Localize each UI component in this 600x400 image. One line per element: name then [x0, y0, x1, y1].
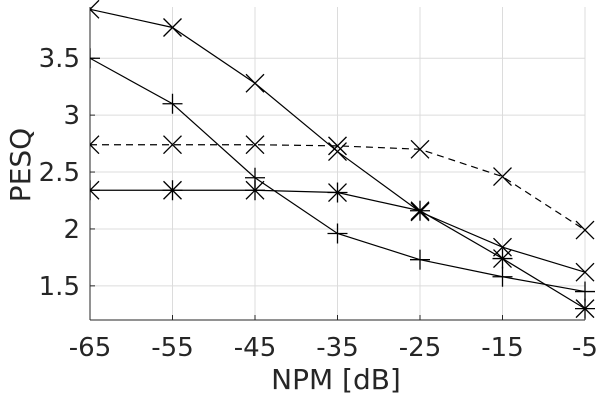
x-tick-label: -55	[151, 333, 193, 363]
x-tick-label: -35	[316, 333, 358, 363]
marker-stroke	[90, 180, 100, 192]
series-2-point	[90, 48, 100, 69]
marker-stroke	[163, 18, 182, 37]
series-4-point	[90, 180, 100, 201]
series-3-point	[328, 136, 347, 156]
y-tick-label: 2	[63, 215, 80, 245]
series-4-point	[162, 180, 183, 201]
y-tick-label: 3.5	[39, 44, 80, 74]
marker-stroke	[328, 136, 347, 156]
y-tick-label: 2.5	[39, 158, 80, 188]
marker-stroke	[575, 262, 595, 282]
series-4-point	[327, 182, 348, 203]
series-3-point	[163, 135, 182, 155]
series-2-point	[575, 281, 595, 302]
marker-stroke	[90, 189, 100, 200]
series-1-point	[163, 18, 182, 37]
series-3-point	[90, 135, 100, 155]
series-2-point	[492, 266, 513, 287]
series-1-point	[90, 0, 100, 19]
series-1-point	[575, 262, 595, 282]
series-3-point	[410, 139, 430, 159]
series-3	[90, 135, 595, 240]
marker-stroke	[90, 143, 100, 155]
y-axis-label: PESQ	[4, 128, 37, 202]
grid-layer	[89, 7, 586, 320]
marker-stroke	[245, 135, 265, 155]
series-4	[90, 180, 595, 319]
marker-stroke	[575, 220, 595, 240]
tick-label-layer: -65 -55 -45 -35 -25 -15 -5 1.5 2 2.5 3 3.5	[39, 44, 598, 363]
series-2-point	[162, 93, 183, 114]
series-4-point	[575, 298, 595, 319]
series-3-point	[575, 220, 595, 240]
marker-stroke	[90, 8, 100, 19]
x-tick-label: -65	[69, 333, 111, 363]
series-4-point	[245, 180, 265, 201]
series-4-point	[492, 248, 513, 269]
x-axis-label: NPM [dB]	[271, 363, 401, 396]
x-tick-label: -15	[481, 333, 523, 363]
marker-stroke	[493, 167, 512, 187]
marker-stroke	[90, 0, 100, 11]
x-tick-label: -25	[399, 333, 441, 363]
series-2-point	[327, 223, 348, 244]
marker-stroke	[90, 135, 100, 146]
x-tick-label: -5	[572, 333, 598, 363]
marker-stroke	[410, 139, 430, 159]
series-2-point	[410, 249, 430, 270]
y-tick-label: 1.5	[39, 272, 80, 302]
x-tick-label: -45	[234, 333, 276, 363]
series-3-point	[245, 135, 265, 155]
series-1-point	[245, 73, 265, 93]
y-tick-label: 3	[63, 101, 80, 131]
series-4-point	[410, 200, 430, 221]
series-3-point	[493, 167, 512, 187]
marker-stroke	[163, 135, 182, 155]
series-layer	[90, 0, 595, 319]
marker-stroke	[245, 73, 265, 93]
